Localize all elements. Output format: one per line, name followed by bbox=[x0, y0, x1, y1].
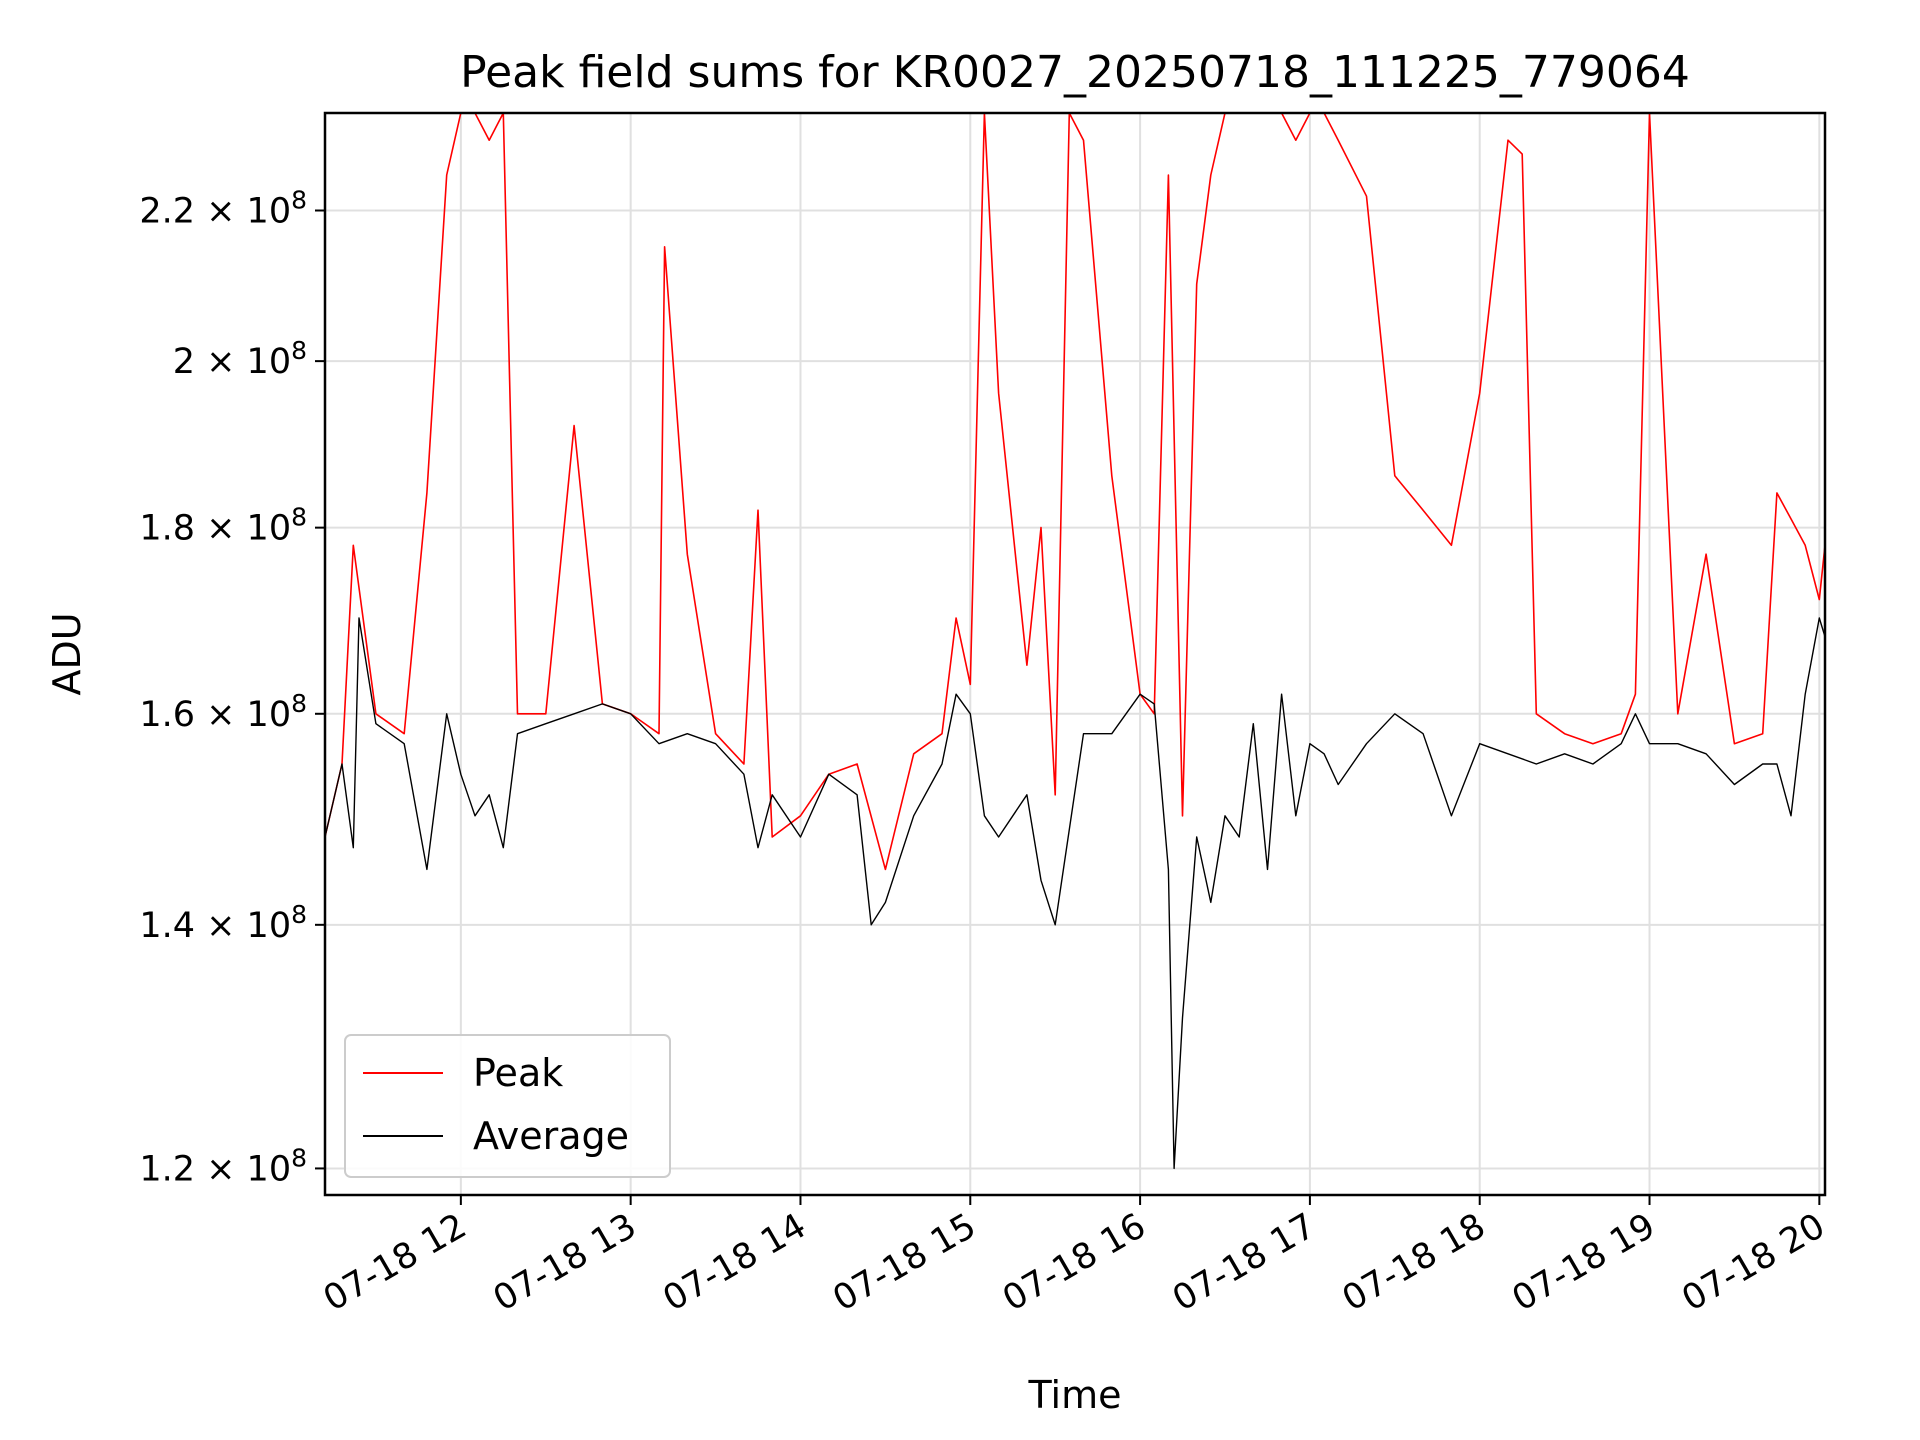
legend-label-peak: Peak bbox=[473, 1051, 563, 1095]
y-tick-label: 2 × 108 bbox=[173, 336, 307, 382]
legend-box bbox=[344, 1034, 671, 1178]
x-axis-label: Time bbox=[1028, 1373, 1122, 1417]
y-tick-label: 1.8 × 108 bbox=[139, 503, 307, 549]
y-tick-label: 1.2 × 108 bbox=[139, 1143, 307, 1189]
gridlines bbox=[325, 113, 1825, 1195]
y-tick-label: 1.4 × 108 bbox=[139, 900, 307, 946]
series-layer bbox=[324, 112, 1826, 1170]
series-line-average bbox=[324, 617, 1826, 1170]
chart-title: Peak field sums for KR0027_20250718_1112… bbox=[460, 47, 1690, 98]
y-axis-label: ADU bbox=[45, 612, 89, 695]
y-tick-label: 2.2 × 108 bbox=[139, 186, 307, 232]
legend: Peak Average bbox=[344, 1034, 671, 1178]
series-line-peak bbox=[324, 112, 1826, 871]
legend-label-average: Average bbox=[473, 1114, 629, 1158]
plot-frame bbox=[323, 111, 1827, 1197]
y-tick-label: 1.6 × 108 bbox=[139, 689, 307, 735]
